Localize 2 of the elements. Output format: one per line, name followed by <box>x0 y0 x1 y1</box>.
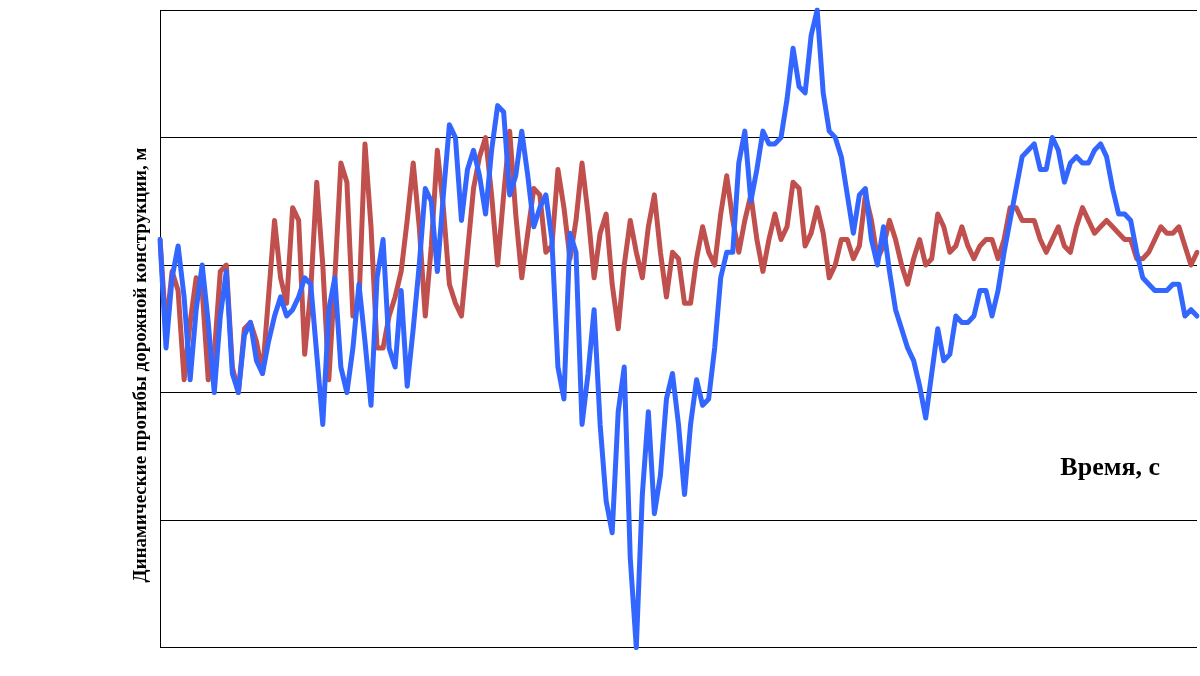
y-axis-title: Динамические прогибы дорожной конструкции, м <box>129 147 151 583</box>
x-axis-title: Время, с <box>1060 452 1160 482</box>
